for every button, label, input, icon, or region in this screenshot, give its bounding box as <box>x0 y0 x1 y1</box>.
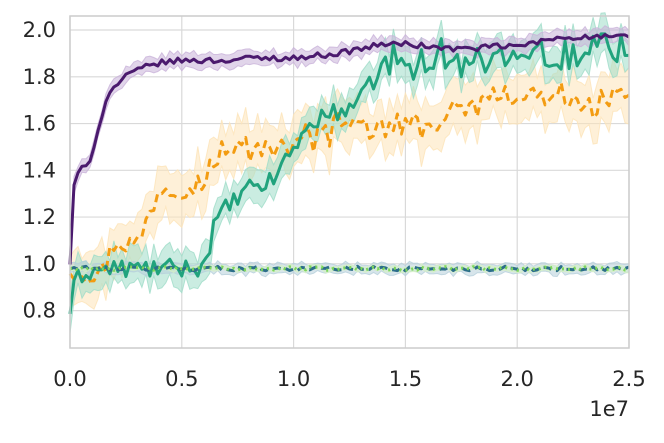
y-tick-label: 1.0 <box>23 252 56 276</box>
series-0-line <box>68 81 630 285</box>
x-tick-label: 2.0 <box>500 367 533 391</box>
y-tick-label: 1.8 <box>23 65 56 89</box>
y-tick-label: 1.4 <box>23 158 56 182</box>
y-tick-label: 2.0 <box>23 18 56 42</box>
x-tick-label: 1.0 <box>277 367 310 391</box>
x-offset-label: 1e7 <box>589 397 629 421</box>
y-tick-label: 0.8 <box>23 299 56 323</box>
y-tick-labels: 0.8 1.0 1.2 1.4 1.6 1.8 2.0 <box>23 18 56 323</box>
plot-frame <box>69 15 630 349</box>
y-tick-label: 1.6 <box>23 112 56 136</box>
x-tick-label: 0.5 <box>165 367 198 391</box>
x-tick-labels: 0.0 0.5 1.0 1.5 2.0 2.5 <box>53 367 645 391</box>
x-tick-label: 2.5 <box>612 367 645 391</box>
y-tick-label: 1.2 <box>23 205 56 229</box>
series-2-line <box>68 33 630 265</box>
x-tick-label: 1.5 <box>389 367 422 391</box>
x-tick-label: 0.0 <box>53 367 86 391</box>
series-1-line <box>68 32 630 315</box>
series-lines <box>68 32 630 315</box>
series-4-line <box>69 265 630 272</box>
